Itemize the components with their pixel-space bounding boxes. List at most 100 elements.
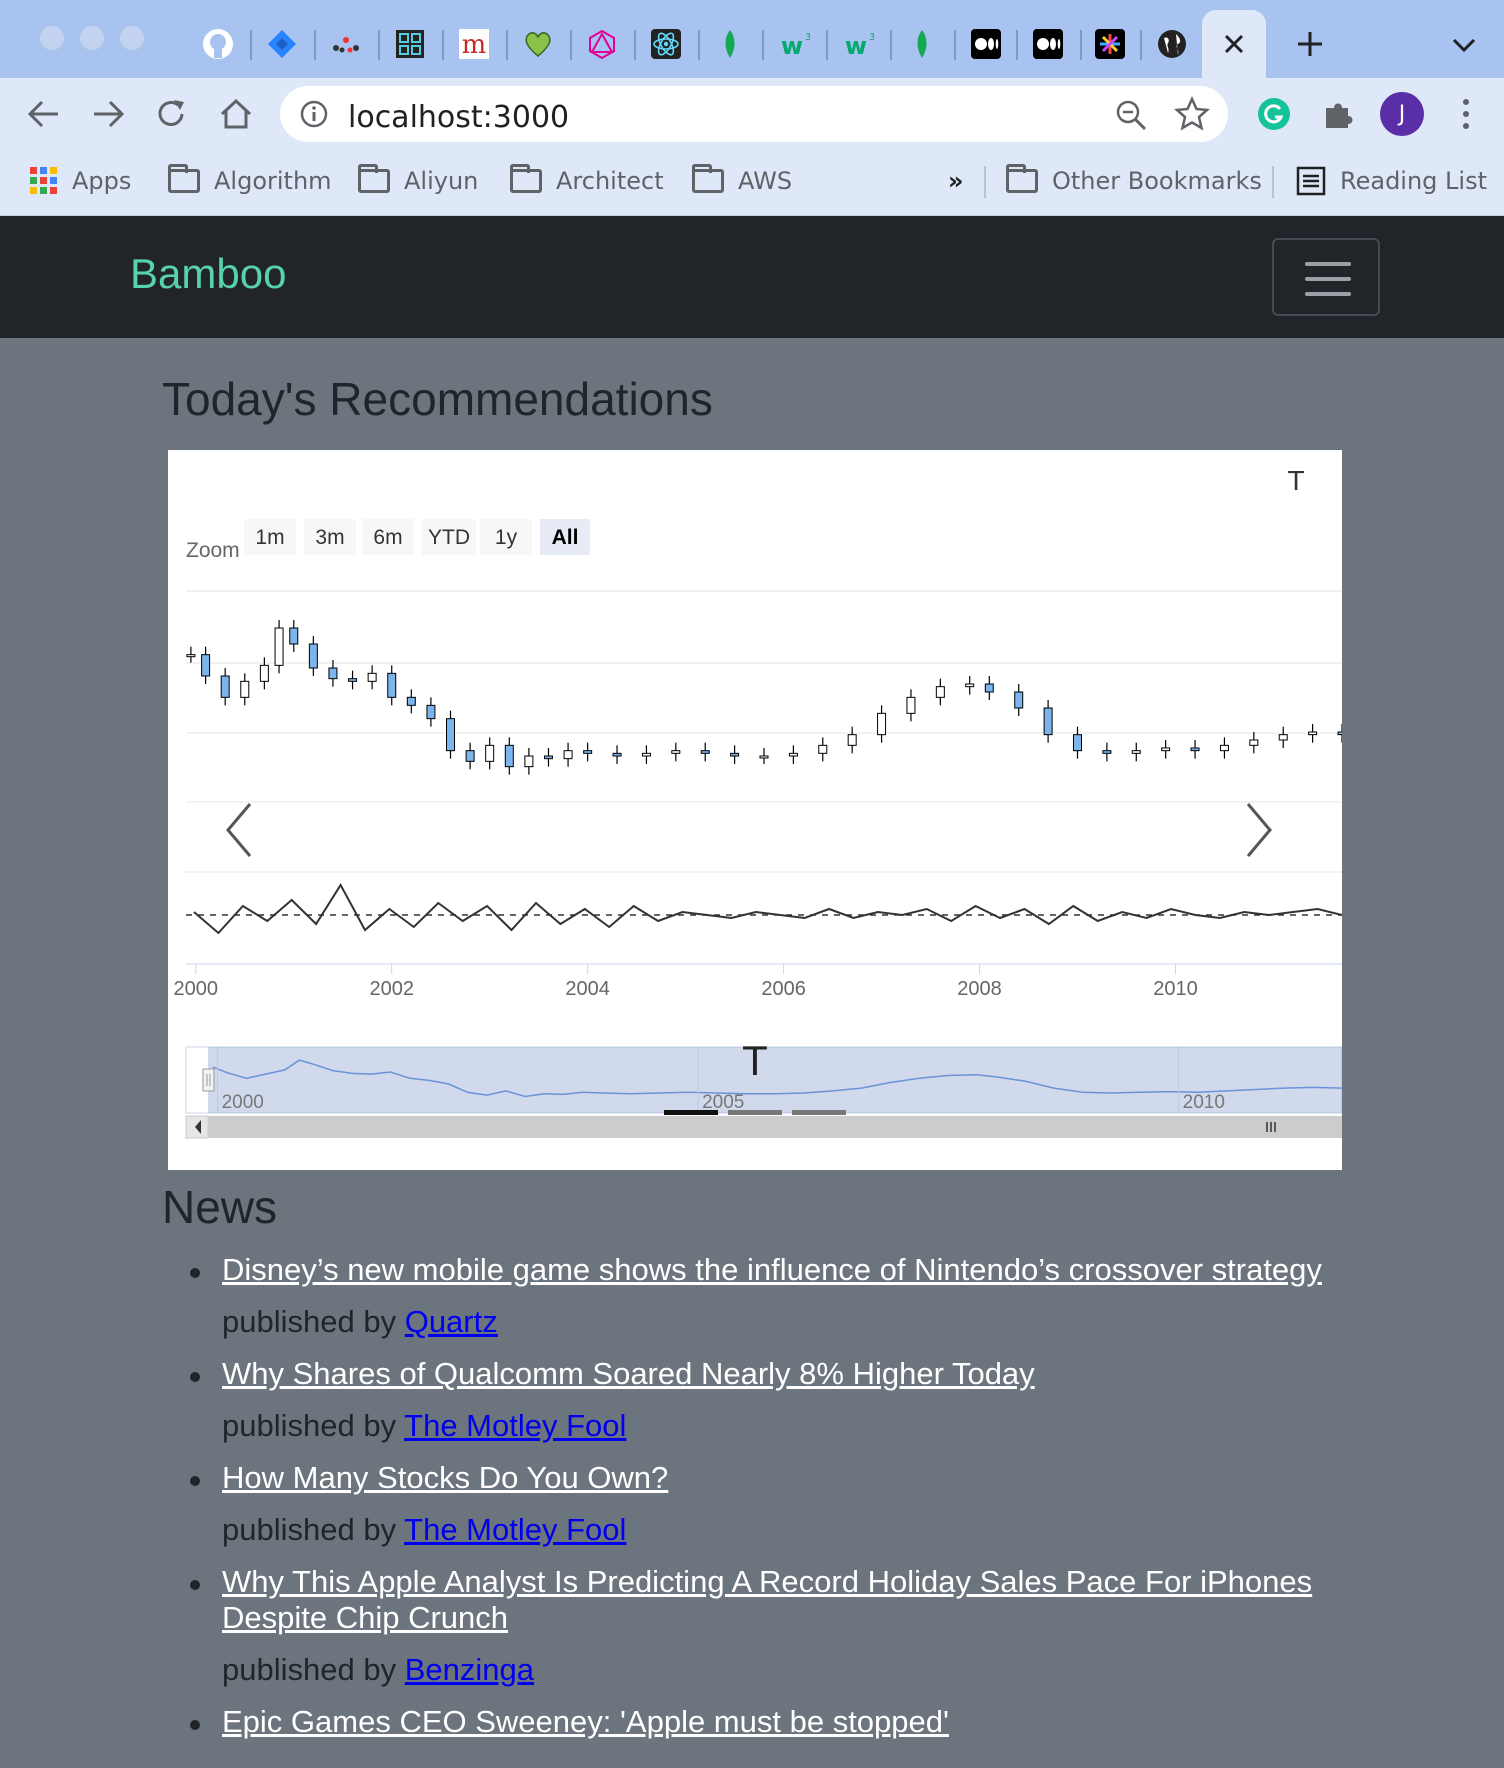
bookmark-folder-architect[interactable]: Architect — [510, 164, 664, 198]
candle[interactable] — [847, 734, 857, 746]
navbar-toggle-button[interactable] — [1272, 238, 1380, 316]
grammarly-icon[interactable] — [1256, 96, 1292, 132]
candle[interactable] — [220, 675, 230, 698]
candle[interactable] — [465, 750, 475, 762]
candle[interactable] — [1337, 731, 1347, 736]
mongodb-icon[interactable] — [904, 26, 940, 62]
candle[interactable] — [524, 755, 534, 768]
candle[interactable] — [485, 744, 495, 762]
candle[interactable] — [984, 683, 994, 693]
news-source-link[interactable]: Benzinga — [404, 1652, 534, 1687]
news-headline-link[interactable]: Epic Games CEO Sweeney: 'Apple must be s… — [222, 1704, 949, 1739]
reload-icon[interactable] — [154, 96, 190, 132]
profile-avatar[interactable]: J — [1380, 92, 1424, 136]
home-icon[interactable] — [218, 96, 254, 132]
carousel-next-chevron-icon[interactable] — [1246, 803, 1272, 857]
candle[interactable] — [274, 627, 284, 666]
carousel-prev-chevron-icon[interactable] — [226, 803, 252, 857]
candle[interactable] — [308, 643, 318, 669]
zoom-button-1y[interactable]: 1y — [480, 519, 532, 555]
bookmark-star-icon[interactable] — [1174, 96, 1210, 132]
candle[interactable] — [1278, 734, 1288, 741]
news-headline-link[interactable]: Disney’s new mobile game shows the influ… — [222, 1252, 1322, 1287]
bookmark-apps[interactable]: Apps — [30, 164, 131, 198]
scrollbar-thumb[interactable] — [208, 1116, 1342, 1138]
zoom-button-6m[interactable]: 6m — [362, 519, 414, 555]
candle[interactable] — [1190, 747, 1200, 752]
github-icon[interactable] — [200, 26, 236, 62]
candle[interactable] — [387, 672, 397, 698]
candle[interactable] — [818, 744, 828, 754]
active-tab[interactable] — [1202, 10, 1266, 78]
candle[interactable] — [583, 750, 593, 754]
back-arrow-icon[interactable] — [26, 98, 62, 130]
graphql-icon[interactable] — [584, 26, 620, 62]
candle[interactable] — [563, 750, 573, 760]
candle[interactable] — [730, 752, 740, 757]
candle[interactable] — [504, 744, 514, 768]
candle[interactable] — [965, 683, 975, 688]
navigator-mask[interactable] — [208, 1047, 1342, 1113]
graph-icon[interactable] — [328, 26, 364, 62]
candle[interactable] — [289, 627, 299, 645]
zoom-button-1m[interactable]: 1m — [244, 519, 296, 555]
news-source-link[interactable]: Quartz — [404, 1304, 498, 1339]
carousel-indicator[interactable] — [792, 1110, 846, 1115]
site-info-icon[interactable] — [300, 100, 328, 128]
candle[interactable] — [446, 718, 456, 752]
candle[interactable] — [348, 678, 358, 682]
reading-list-button[interactable]: Reading List — [1296, 164, 1487, 198]
candle[interactable] — [1102, 750, 1112, 754]
close-window-button[interactable] — [40, 26, 64, 50]
candle[interactable] — [543, 755, 553, 760]
candle[interactable] — [935, 686, 945, 698]
candle[interactable] — [1308, 731, 1318, 736]
bookmark-folder-other[interactable]: Other Bookmarks — [1006, 164, 1262, 198]
jira-icon[interactable] — [264, 26, 300, 62]
candle[interactable] — [1014, 691, 1024, 709]
mongodb-icon[interactable] — [712, 26, 748, 62]
zoom-window-button[interactable] — [120, 26, 144, 50]
candle[interactable] — [1219, 744, 1229, 752]
close-tab-icon[interactable] — [1202, 10, 1266, 78]
candle[interactable] — [612, 752, 622, 757]
brand-logo[interactable]: Bamboo — [130, 250, 287, 297]
medium-icon[interactable] — [968, 26, 1004, 62]
candle[interactable] — [877, 712, 887, 736]
stock-chart[interactable]: T Zoom 1m 3m 6m YTD 1y All 2000 2002 2004 2006 20… — [168, 450, 1347, 1170]
grid-icon[interactable] — [392, 26, 428, 62]
sparkle-icon[interactable] — [1092, 26, 1128, 62]
bookmarks-overflow-button[interactable]: » — [948, 167, 964, 195]
candle[interactable] — [1161, 747, 1171, 752]
medium-icon[interactable] — [1030, 26, 1066, 62]
news-source-link[interactable]: The Motley Fool — [404, 1408, 627, 1443]
candle[interactable] — [906, 696, 916, 714]
candle[interactable] — [759, 755, 769, 759]
globe-icon[interactable] — [1154, 26, 1190, 62]
candle[interactable] — [406, 696, 416, 706]
candle[interactable] — [1131, 750, 1141, 754]
carousel-indicator[interactable] — [728, 1110, 782, 1115]
tab-search-chevron-icon[interactable] — [1448, 32, 1480, 56]
zoom-out-icon[interactable] — [1114, 98, 1148, 132]
heart-icon[interactable] — [520, 26, 556, 62]
news-headline-link[interactable]: Why This Apple Analyst Is Predicting A R… — [222, 1564, 1313, 1635]
candle[interactable] — [240, 680, 250, 698]
bookmark-folder-aws[interactable]: AWS — [692, 164, 792, 198]
candle[interactable] — [426, 704, 436, 720]
forward-arrow-icon[interactable] — [90, 98, 126, 130]
news-headline-link[interactable]: Why Shares of Qualcomm Soared Nearly 8% … — [222, 1356, 1035, 1391]
news-source-link[interactable]: The Motley Fool — [404, 1512, 627, 1547]
candle[interactable] — [201, 654, 211, 677]
extensions-puzzle-icon[interactable] — [1320, 96, 1356, 132]
zoom-button-3m[interactable]: 3m — [304, 519, 356, 555]
candle[interactable] — [328, 667, 338, 680]
zoom-button-ytd[interactable]: YTD — [422, 519, 476, 555]
m-icon[interactable]: m — [456, 26, 492, 62]
new-tab-plus-icon[interactable] — [1292, 26, 1328, 62]
candle[interactable] — [1043, 707, 1053, 736]
carousel-indicator-active[interactable] — [664, 1110, 718, 1115]
candle[interactable] — [1249, 739, 1259, 746]
